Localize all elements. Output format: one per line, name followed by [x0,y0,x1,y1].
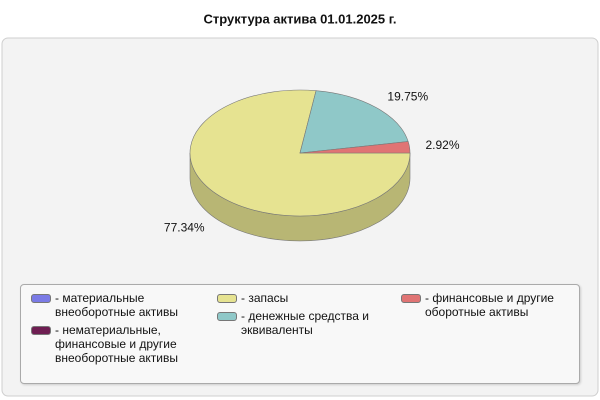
legend-swatch [401,294,421,303]
legend-swatch [31,294,51,303]
legend-item: - денежные средства и эквиваленты [217,309,392,337]
legend: - материальные внеоборотные активы - нема… [20,284,580,384]
chart-title: Структура актива 01.01.2025 г. [204,11,397,26]
legend-label: - денежные средства и эквиваленты [241,309,369,337]
data-label: 19.75% [387,90,428,104]
legend-item: - материальные внеоборотные активы [31,291,201,319]
legend-swatch [217,294,237,303]
legend-column: - запасы - денежные средства и эквивалент… [217,291,392,341]
slice [299,141,411,154]
legend-column: - материальные внеоборотные активы - нема… [31,291,201,369]
data-label: 2.92% [425,138,459,152]
legend-label: - материальные внеоборотные активы [55,291,178,319]
legend-column: - финансовые и другие оборотные активы [401,291,571,323]
legend-item: - запасы [217,291,392,305]
legend-item: - финансовые и другие оборотные активы [401,291,571,319]
pie: 77.34% 19.75% 2.92% [164,89,460,242]
legend-swatch [217,312,237,321]
legend-label: - запасы [241,291,289,305]
data-label: 77.34% [164,220,205,234]
slice [299,90,409,154]
legend-swatch [31,326,51,335]
legend-label: - нематериальные, финансовые и другие вн… [55,323,178,365]
legend-label: - финансовые и другие оборотные активы [425,291,554,319]
legend-item: - нематериальные, финансовые и другие вн… [31,323,201,365]
